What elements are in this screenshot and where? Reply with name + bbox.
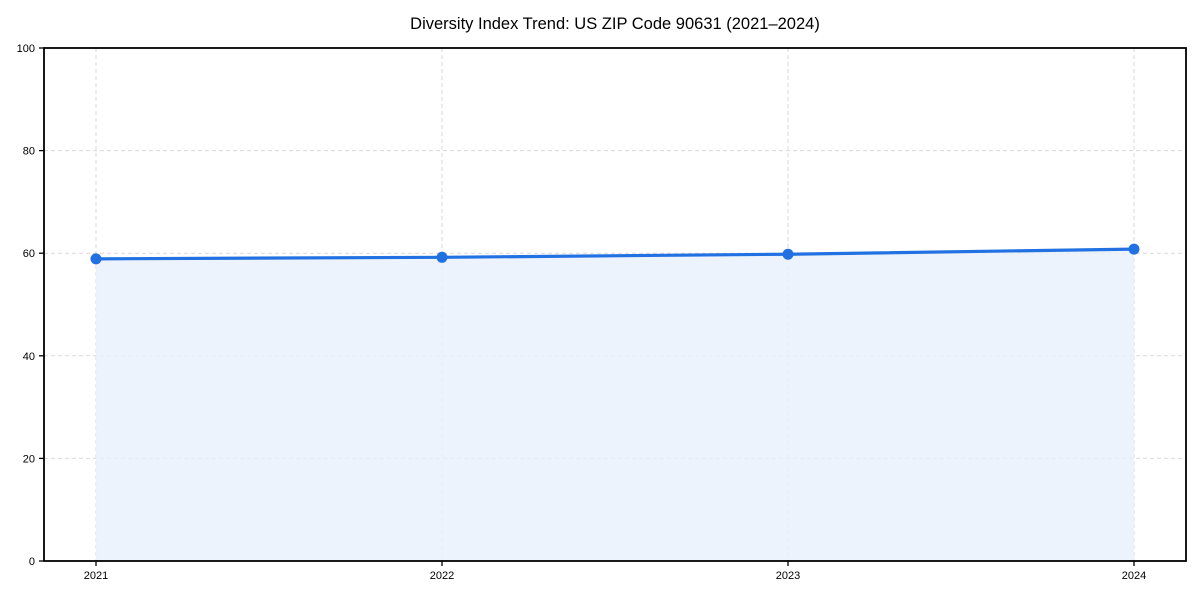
y-tick-label: 0 xyxy=(29,556,35,568)
data-point-marker xyxy=(782,248,794,260)
x-tick-label: 2023 xyxy=(776,570,800,582)
x-tick-label: 2022 xyxy=(430,570,454,582)
trend-line xyxy=(94,247,1136,261)
x-tick-label: 2021 xyxy=(84,570,108,582)
data-point-marker xyxy=(1128,243,1140,255)
axis-ticks xyxy=(39,47,1135,566)
x-tick-labels: 2021 2022 2023 2024 xyxy=(84,570,1146,582)
y-tick-label: 60 xyxy=(23,248,35,260)
data-point-marker xyxy=(436,251,448,263)
area-fill xyxy=(96,249,1134,561)
area-path xyxy=(96,249,1134,561)
y-tick-labels: 0 20 40 60 80 100 xyxy=(17,43,35,568)
data-point-marker xyxy=(90,253,102,265)
chart-title: Diversity Index Trend: US ZIP Code 90631… xyxy=(410,15,820,33)
y-tick-label: 100 xyxy=(17,43,35,55)
x-tick-label: 2024 xyxy=(1122,570,1146,582)
plot-border xyxy=(43,47,1187,562)
y-tick-label: 20 xyxy=(23,453,35,465)
y-tick-label: 80 xyxy=(23,146,35,158)
data-points xyxy=(90,243,1140,265)
y-tick-label: 40 xyxy=(23,351,35,363)
